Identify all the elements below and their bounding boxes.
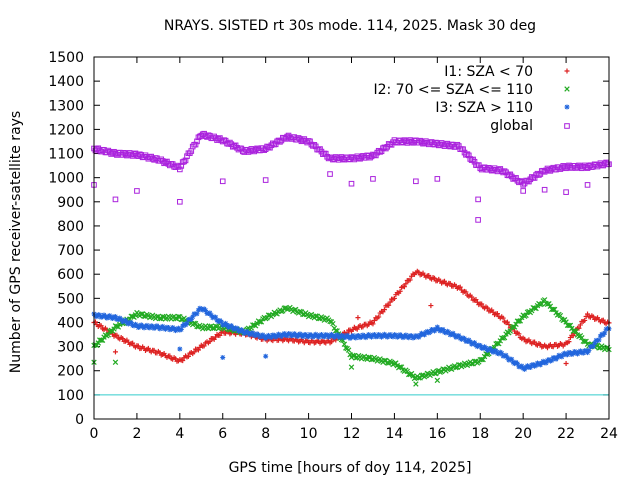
series-3-outlier (541, 186, 548, 193)
x-axis-label: GPS time [hours of doy 114, 2025] (229, 460, 472, 476)
series-3-outlier (177, 199, 183, 205)
legend-label-global: global (490, 118, 533, 134)
series-3-outlier (584, 182, 591, 188)
series-1-outlier (348, 364, 355, 371)
series-3-outlier (413, 178, 419, 185)
legend-marker-i1 (563, 67, 571, 75)
x-tick-label-10: 20 (514, 426, 532, 442)
y-tick-label-13: 1300 (48, 98, 84, 114)
series-3-outlier (327, 171, 333, 177)
x-tick-label-1: 2 (132, 426, 141, 442)
series-0-outlier (562, 360, 570, 367)
x-tick-label-6: 12 (343, 426, 361, 442)
series-1-outlier (112, 359, 119, 366)
y-tick-label-14: 1400 (48, 74, 84, 90)
x-tick-label-3: 6 (218, 426, 227, 442)
legend-label-i2: I2: 70 <= SZA <= 110 (373, 82, 533, 98)
y-tick-label-15: 1500 (48, 50, 84, 66)
series-2-outlier (219, 354, 226, 361)
series-3-outlier (475, 217, 481, 223)
series-3-outlier (520, 188, 526, 194)
y-tick-label-9: 900 (57, 195, 84, 211)
series-0-outlier (112, 348, 119, 356)
chart-title: NRAYS. SISTED rt 30s mode. 114, 2025. Ma… (164, 18, 536, 34)
x-tick-label-9: 18 (471, 426, 489, 442)
series-3-outlier (563, 189, 569, 195)
x-tick-label-5: 10 (300, 426, 318, 442)
x-tick-label-2: 4 (175, 426, 184, 442)
y-tick-label-6: 600 (57, 267, 84, 283)
legend-item-i2: I2: 70 <= SZA <= 110 (373, 82, 570, 98)
y-tick-label-8: 800 (57, 219, 84, 235)
legend-item-global: global (490, 118, 570, 134)
y-tick-label-0: 0 (75, 412, 84, 428)
x-tick-label-4: 8 (261, 426, 270, 442)
y-tick-label-7: 700 (57, 243, 84, 259)
series-3-outlier (134, 188, 140, 194)
series-2-outlier (176, 346, 183, 353)
series-1-point (330, 320, 336, 327)
y-tick-label-4: 400 (57, 315, 84, 331)
series-3-outlier (219, 178, 226, 185)
y-tick-label-2: 200 (57, 364, 84, 380)
y-tick-label-1: 100 (57, 388, 84, 404)
series-3-outlier (475, 196, 481, 203)
legend: I1: SZA < 70 I2: 70 <= SZA <= 110 I3: SZ… (373, 64, 571, 134)
x-tick-label-12: 24 (600, 426, 618, 442)
legend-item-i1: I1: SZA < 70 (444, 64, 571, 80)
series-1-outlier (412, 381, 419, 387)
x-tick-label-8: 16 (428, 426, 446, 442)
y-tick-label-3: 300 (57, 340, 84, 356)
x-tick-label-0: 0 (90, 426, 99, 442)
series-3-outlier (370, 176, 376, 182)
x-tick-label-11: 22 (557, 426, 575, 442)
y-tick-label-11: 1100 (48, 147, 84, 163)
plot-series (90, 130, 613, 387)
legend-marker-i2 (564, 86, 570, 92)
series-3-outlier (434, 176, 441, 182)
axis-ticks: 0 2 4 6 8 10 12 14 16 18 20 22 240100200300400500600… (48, 50, 618, 442)
series-0-outlier (354, 314, 362, 321)
plot-frame (93, 56, 610, 420)
y-axis-label: Number of GPS receiver-satellite rays (8, 111, 24, 373)
y-tick-label-10: 1000 (48, 171, 84, 187)
legend-item-i3: I3: SZA > 110 (435, 100, 570, 116)
series-2-outlier (262, 353, 269, 360)
series-3-outlier (112, 196, 119, 203)
series-3-outlier (262, 177, 269, 183)
legend-label-i3: I3: SZA > 110 (435, 100, 533, 116)
series-3-outlier (348, 180, 355, 187)
legend-marker-global (564, 123, 570, 129)
y-tick-label-12: 1200 (48, 122, 84, 138)
legend-label-i1: I1: SZA < 70 (444, 64, 533, 80)
series-3 (91, 130, 612, 223)
legend-marker-i3 (564, 104, 570, 110)
y-tick-label-5: 500 (57, 291, 84, 307)
series-0-outlier (427, 302, 434, 309)
series-1-outlier (434, 377, 441, 384)
x-tick-label-7: 14 (386, 426, 404, 442)
